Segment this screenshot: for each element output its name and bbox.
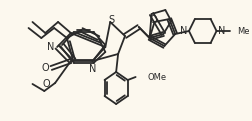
Text: N: N — [180, 26, 187, 36]
Text: Me: Me — [237, 26, 250, 35]
Text: O: O — [42, 63, 49, 73]
Text: N: N — [217, 26, 225, 36]
Text: O: O — [150, 15, 157, 25]
Text: N: N — [47, 42, 54, 52]
Text: OMe: OMe — [147, 72, 167, 82]
Text: S: S — [108, 15, 114, 25]
Text: N: N — [89, 64, 96, 74]
Text: O: O — [43, 79, 50, 89]
